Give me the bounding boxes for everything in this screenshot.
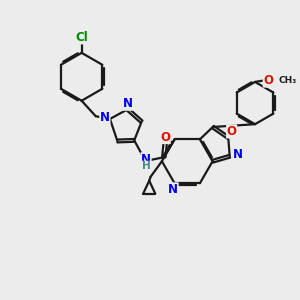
Text: N: N xyxy=(100,111,110,124)
Text: N: N xyxy=(168,183,178,196)
Text: O: O xyxy=(263,74,273,87)
Text: O: O xyxy=(226,125,237,138)
Text: H: H xyxy=(142,161,150,171)
Text: N: N xyxy=(232,148,243,161)
Text: Cl: Cl xyxy=(75,31,88,44)
Text: N: N xyxy=(141,153,151,166)
Text: N: N xyxy=(123,97,133,110)
Text: CH₃: CH₃ xyxy=(279,76,297,85)
Text: O: O xyxy=(160,130,170,143)
